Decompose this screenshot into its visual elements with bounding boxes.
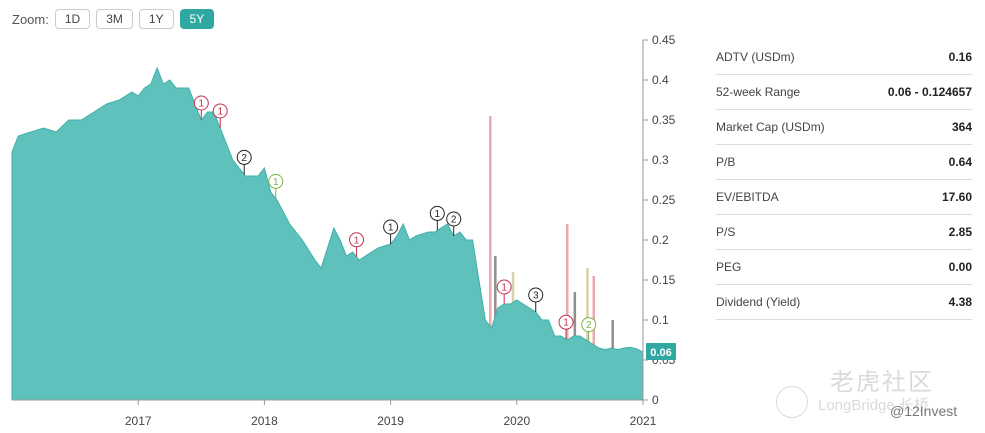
stat-row-market-cap: Market Cap (USDm) 364	[716, 110, 972, 145]
x-tick-label: 2019	[377, 414, 404, 428]
y-tick-label: 0.2	[652, 233, 669, 247]
volume-spike	[489, 116, 492, 400]
event-flag: 1	[496, 279, 512, 304]
watermark-brand-en: LongBridge 长桥	[818, 394, 929, 415]
y-tick-label: 0.25	[652, 193, 676, 207]
watermark-brand-en-cn: 长桥	[898, 397, 929, 414]
event-flag: 1	[212, 103, 228, 128]
y-tick-label: 0.45	[652, 33, 676, 47]
stat-value: 2.85	[948, 225, 972, 239]
y-tick-label: 0.3	[652, 153, 669, 167]
stat-value: 4.38	[948, 295, 972, 309]
zoom-1d-button[interactable]: 1D	[54, 9, 91, 29]
event-flag-circle	[429, 205, 445, 221]
stat-value: 0.16	[948, 50, 972, 64]
axes: 00.050.10.150.20.250.30.350.40.452017201…	[12, 33, 676, 428]
stat-label: Dividend (Yield)	[716, 295, 801, 309]
event-flag: 3	[528, 287, 544, 312]
event-flag-label: 2	[451, 215, 457, 226]
event-flag-label: 1	[388, 223, 394, 234]
stat-row-peg: PEG 0.00	[716, 250, 972, 285]
event-flag: 1	[193, 95, 209, 120]
x-tick-label: 2017	[125, 414, 152, 428]
y-tick-label: 0.35	[652, 113, 676, 127]
stat-value: 17.60	[941, 190, 972, 204]
event-flag-circle	[383, 219, 399, 235]
stat-value: 364	[951, 120, 972, 134]
stat-label: P/S	[716, 225, 736, 239]
y-tick-label: 0.4	[652, 73, 669, 87]
zoom-bar: Zoom: 1D 3M 1Y 5Y	[12, 9, 215, 29]
event-flag-label: 1	[199, 99, 205, 110]
watermark-brand-cn: 老虎社区	[830, 369, 934, 396]
zoom-1y-button[interactable]: 1Y	[138, 9, 174, 29]
stat-value: 0.64	[948, 155, 972, 169]
event-flag-label: 1	[563, 318, 569, 329]
event-flag-circle	[581, 317, 597, 333]
x-tick-label: 2018	[251, 414, 278, 428]
stat-row-pb: P/B 0.64	[716, 145, 972, 180]
event-flag-circle	[558, 314, 574, 330]
stat-row-dividend-yield: Dividend (Yield) 4.38	[716, 285, 972, 320]
volume-spike	[586, 268, 589, 400]
event-flag-circle	[528, 287, 544, 303]
stat-label: PEG	[716, 260, 742, 274]
stat-row-ev-ebitda: EV/EBITDA 17.60	[716, 180, 972, 215]
event-flag: 1	[268, 173, 284, 199]
price-area	[11, 66, 644, 401]
event-flag-label: 3	[533, 291, 539, 302]
event-flag-circle	[446, 211, 462, 227]
event-flag: 2	[236, 149, 252, 175]
x-tick-label: 2021	[630, 414, 657, 428]
current-value-badge: 0.06	[646, 343, 676, 360]
volume-spike	[592, 276, 596, 400]
zoom-label: Zoom:	[12, 11, 49, 27]
event-flag-circle	[236, 149, 252, 165]
y-tick-label: 0.15	[652, 273, 676, 287]
watermark-brand-en-text: LongBridge	[818, 397, 895, 414]
y-tick-label: 0.1	[652, 313, 669, 327]
stat-value: 0.00	[948, 260, 972, 274]
stat-label: 52-week Range	[716, 85, 801, 99]
event-flag-circle	[193, 95, 209, 111]
volume-spike	[566, 224, 569, 400]
event-flag-label: 1	[217, 107, 223, 118]
event-flag-label: 1	[354, 235, 360, 246]
event-flag: 2	[581, 317, 597, 342]
event-flag: 1	[429, 205, 445, 231]
price-area-layer	[11, 66, 644, 401]
watermark-logo	[776, 386, 808, 418]
zoom-3m-button[interactable]: 3M	[96, 9, 133, 29]
stat-row-52-week-range: 52-week Range 0.06 - 0.124657	[716, 75, 972, 110]
event-flag: 1	[349, 232, 365, 257]
stat-label: ADTV (USDm)	[716, 50, 795, 64]
event-flag-label: 2	[241, 153, 247, 164]
event-flag: 2	[446, 211, 462, 236]
stat-label: Market Cap (USDm)	[716, 120, 825, 134]
event-flag: 1	[383, 219, 399, 244]
current-value-label: 0.06	[650, 347, 671, 359]
stat-row-ps: P/S 2.85	[716, 215, 972, 250]
x-tick-label: 2020	[503, 414, 530, 428]
event-flag-circle	[349, 232, 365, 248]
stat-label: EV/EBITDA	[716, 190, 779, 204]
event-flag-label: 1	[435, 209, 441, 220]
event-flag-circle	[268, 173, 284, 189]
event-flag: 1	[558, 314, 574, 340]
current-value-bg	[646, 343, 676, 360]
event-flag-circle	[496, 279, 512, 295]
event-flag-label: 1	[273, 177, 279, 188]
event-flag-label: 1	[501, 283, 507, 294]
stat-value: 0.06 - 0.124657	[887, 85, 972, 99]
stat-row-adtv: ADTV (USDm) 0.16	[716, 40, 972, 75]
stats-table: ADTV (USDm) 0.16 52-week Range 0.06 - 0.…	[716, 40, 972, 320]
event-flag-label: 2	[586, 320, 592, 331]
y-tick-label: 0	[652, 393, 659, 407]
event-flag-circle	[212, 103, 228, 119]
watermark-handle: @12Invest	[890, 403, 958, 419]
stat-label: P/B	[716, 155, 736, 169]
zoom-5y-button[interactable]: 5Y	[179, 9, 215, 29]
